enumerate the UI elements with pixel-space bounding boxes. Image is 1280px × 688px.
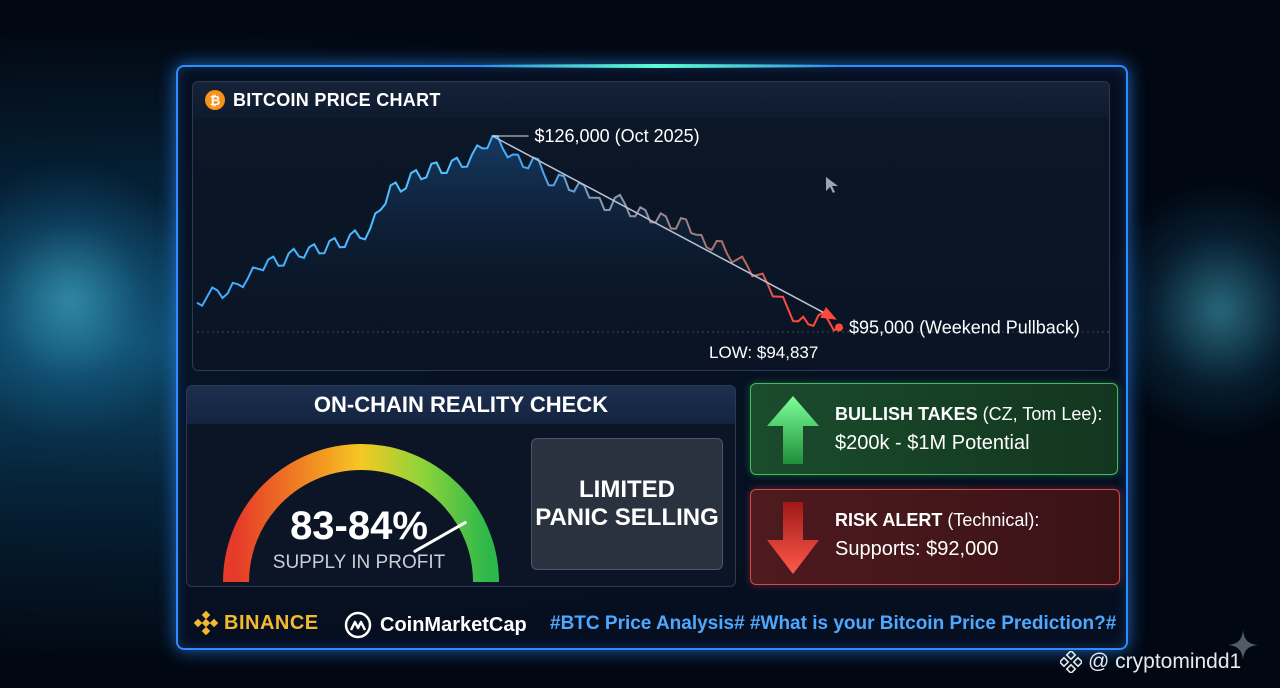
risk-title-rest: (Technical):	[942, 510, 1040, 530]
price-line	[196, 134, 840, 332]
panel-glow	[478, 64, 838, 68]
sparkle-icon	[1228, 630, 1258, 660]
onchain-title: ON-CHAIN REALITY CHECK	[187, 386, 735, 424]
onchain-reality-check: ON-CHAIN REALITY CHECK 83-84% SUPPLY IN …	[186, 385, 736, 587]
binance-icon	[194, 611, 218, 635]
footer-bar: BINANCE CoinMarketCap #BTC Price Analysi…	[186, 601, 1120, 645]
panic-line-2: PANIC SELLING	[535, 504, 719, 531]
trend-line	[492, 135, 830, 317]
background-nebula-right	[1100, 180, 1280, 440]
current-annotation: $95,000 (Weekend Pullback)	[849, 317, 1080, 337]
limited-panic-selling-card: LIMITED PANIC SELLING	[531, 438, 723, 570]
mouse-cursor-icon	[826, 177, 838, 193]
up-arrow-icon	[767, 396, 819, 464]
chart-title: BITCOIN PRICE CHART	[233, 90, 441, 110]
coinmarketcap-wordmark: CoinMarketCap	[380, 613, 527, 636]
risk-title: RISK ALERT (Technical):	[835, 510, 1039, 531]
bullish-detail: $200k - $1M Potential	[835, 432, 1030, 454]
down-arrow-icon	[767, 502, 819, 574]
watermark: @ cryptomindd1	[1060, 650, 1241, 674]
hashtags: #BTC Price Analysis# #What is your Bitco…	[550, 613, 1117, 634]
coinmarketcap-logo: CoinMarketCap	[344, 611, 527, 639]
risk-detail: Supports: $92,000	[835, 538, 999, 560]
bullish-title-rest: (CZ, Tom Lee):	[977, 404, 1103, 424]
background-nebula-left	[0, 160, 200, 440]
bullish-title-strong: BULLISH TAKES	[835, 404, 978, 424]
peak-annotation: $126,000 (Oct 2025)	[535, 126, 700, 146]
bitcoin-icon: ₿	[205, 90, 225, 110]
binance-wordmark: BINANCE	[224, 611, 319, 634]
panic-line-1: LIMITED	[579, 476, 675, 503]
gauge-arc	[223, 444, 499, 583]
bullish-takes-card: BULLISH TAKES (CZ, Tom Lee): $200k - $1M…	[750, 383, 1118, 475]
risk-alert-card: RISK ALERT (Technical): Supports: $92,00…	[750, 489, 1120, 585]
current-price-dot	[835, 323, 843, 332]
trend-arrow-head	[820, 306, 837, 320]
supply-profit-label: SUPPLY IN PROFIT	[272, 552, 446, 573]
price-area	[197, 136, 839, 332]
risk-title-strong: RISK ALERT	[835, 510, 943, 530]
profit-gauge	[223, 444, 499, 583]
binance-logo: BINANCE	[194, 611, 319, 635]
chart-header	[193, 82, 1109, 118]
bitcoin-price-chart: $126,000 (Oct 2025) $95,000 (Weekend Pul…	[192, 81, 1110, 371]
dashboard-panel: $126,000 (Oct 2025) $95,000 (Weekend Pul…	[176, 64, 1128, 650]
supply-profit-value: 83-84%	[290, 504, 428, 548]
bullish-title: BULLISH TAKES (CZ, Tom Lee):	[835, 404, 1102, 425]
gauge-needle	[413, 521, 467, 553]
coinmarketcap-icon	[344, 611, 372, 639]
low-annotation: LOW: $94,837	[709, 343, 818, 362]
chart-canvas: $126,000 (Oct 2025) $95,000 (Weekend Pul…	[196, 126, 1109, 362]
watermark-logo-icon	[1060, 651, 1082, 673]
watermark-text: @ cryptomindd1	[1088, 650, 1242, 673]
